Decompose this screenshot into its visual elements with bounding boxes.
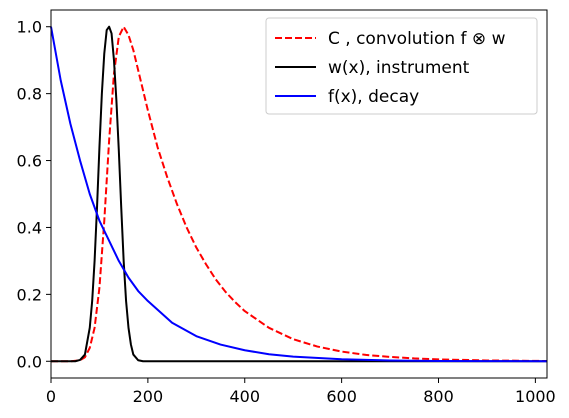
y-tick-label: 0.6 xyxy=(17,152,42,171)
legend: C , convolution f ⊗ w w(x), instrument f… xyxy=(265,17,538,115)
legend-label-instrument: w(x), instrument xyxy=(328,58,470,78)
x-tick-label: 200 xyxy=(133,387,164,406)
x-tick-label: 0 xyxy=(46,387,56,406)
y-tick-label: 0.4 xyxy=(17,218,42,237)
series-layer xyxy=(50,25,548,363)
y-axis: 0.0 0.2 0.4 0.6 0.8 1.0 xyxy=(17,18,51,371)
series-line-decay xyxy=(50,26,548,363)
legend-label-convolution: C , convolution f ⊗ w xyxy=(328,29,506,49)
x-axis: 0 200 400 600 800 1000 xyxy=(46,378,556,406)
x-tick-label: 1000 xyxy=(515,387,556,406)
legend-label-decay: f(x), decay xyxy=(328,87,419,107)
x-tick-label: 400 xyxy=(229,387,260,406)
x-tick-label: 800 xyxy=(423,387,454,406)
series-line-convolution xyxy=(51,25,548,363)
y-tick-label: 0.0 xyxy=(17,352,42,371)
y-tick-label: 0.2 xyxy=(17,285,42,304)
y-tick-label: 0.8 xyxy=(17,85,42,104)
y-tick-label: 1.0 xyxy=(17,18,42,37)
x-tick-label: 600 xyxy=(326,387,357,406)
series-line-instrument xyxy=(51,25,547,363)
legend-box xyxy=(265,17,538,115)
axes-frame xyxy=(50,9,548,379)
